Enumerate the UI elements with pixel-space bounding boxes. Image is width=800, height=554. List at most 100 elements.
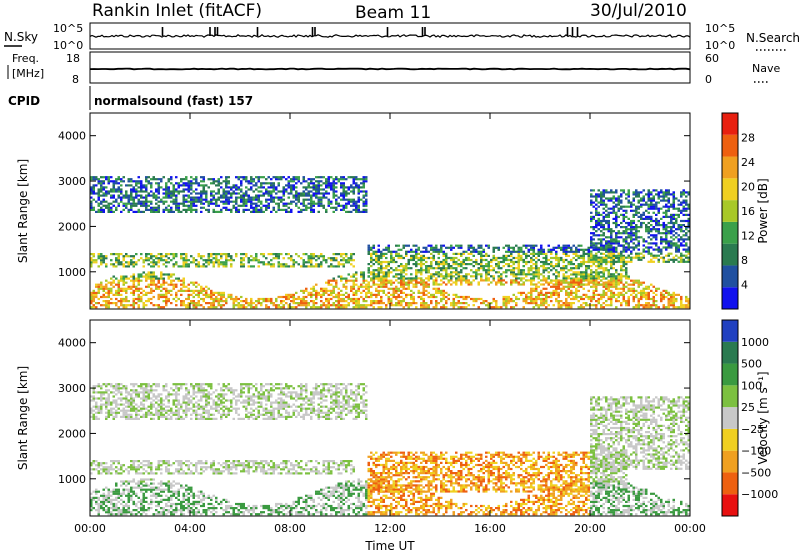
heatmap-cell <box>605 277 608 280</box>
heatmap-cell <box>572 250 575 253</box>
heatmap-cell <box>117 300 120 303</box>
heatmap-cell <box>335 176 338 179</box>
heatmap-cell <box>322 188 325 191</box>
heatmap-cell <box>270 190 273 193</box>
heatmap-cell <box>372 246 375 249</box>
heatmap-cell <box>257 204 260 207</box>
heatmap-cell <box>415 283 418 286</box>
heatmap-cell <box>510 279 513 282</box>
heatmap-cell <box>222 192 225 195</box>
heatmap-cell <box>315 263 318 266</box>
heatmap-cell <box>105 285 108 288</box>
heatmap-cell <box>402 283 405 286</box>
heatmap-cell <box>387 302 390 305</box>
heatmap-cell <box>357 289 360 292</box>
heatmap-cell <box>310 263 313 266</box>
heatmap-cell <box>325 291 328 294</box>
heatmap-cell <box>452 258 455 262</box>
heatmap-cell <box>190 261 193 264</box>
heatmap-cell <box>317 192 320 195</box>
heatmap-cell <box>232 190 235 193</box>
heatmap-cell <box>232 192 235 195</box>
heatmap-cell <box>160 273 163 276</box>
heatmap-cell <box>150 271 153 274</box>
heatmap-cell <box>212 291 215 294</box>
heatmap-cell <box>162 279 165 282</box>
heatmap-cell <box>362 178 365 181</box>
heatmap-cell <box>210 295 213 299</box>
heatmap-cell <box>105 186 108 189</box>
heatmap-cell <box>635 211 638 214</box>
heatmap-cell <box>625 291 628 294</box>
heatmap-cell <box>312 300 315 303</box>
heatmap-cell <box>525 260 528 264</box>
heatmap-cell <box>255 259 258 262</box>
heatmap-cell <box>327 200 330 203</box>
heatmap-cell <box>90 297 93 301</box>
heatmap-cell <box>630 283 633 286</box>
heatmap-cell <box>290 265 293 268</box>
heatmap-cell <box>187 302 190 305</box>
heatmap-cell <box>185 253 188 256</box>
heatmap-cell <box>250 198 253 201</box>
heatmap-cell <box>215 202 218 205</box>
heatmap-cell <box>210 192 213 195</box>
heatmap-cell <box>450 302 453 305</box>
heatmap-cell <box>220 263 223 266</box>
heatmap-cell <box>137 200 140 203</box>
heatmap-cell <box>300 208 303 211</box>
heatmap-cell <box>595 207 598 210</box>
heatmap-cell <box>497 248 500 251</box>
heatmap-cell <box>120 184 123 187</box>
heatmap-cell <box>545 306 548 309</box>
heatmap-cell <box>375 300 378 303</box>
heatmap-cell <box>647 193 650 196</box>
heatmap-cell <box>210 306 213 309</box>
heatmap-cell <box>535 271 538 274</box>
heatmap-cell <box>647 230 650 233</box>
heatmap-cell <box>362 304 365 307</box>
heatmap-cell <box>132 293 135 296</box>
heatmap-cell <box>517 256 520 260</box>
heatmap-cell <box>380 295 383 299</box>
heatmap-cell <box>92 300 95 303</box>
heatmap-cell <box>657 306 660 309</box>
heatmap-cell <box>400 279 403 282</box>
heatmap-cell <box>142 210 145 213</box>
heatmap-cell <box>262 255 265 258</box>
heatmap-cell <box>570 291 573 294</box>
heatmap-cell <box>112 186 115 189</box>
heatmap-cell <box>205 293 208 296</box>
heatmap-cell <box>415 306 418 309</box>
heatmap-cell <box>585 252 588 255</box>
heatmap-cell <box>307 259 310 262</box>
heatmap-cell <box>425 256 428 260</box>
heatmap-cell <box>575 248 578 251</box>
heatmap-cell <box>342 176 345 179</box>
heatmap-cell <box>350 204 353 207</box>
heatmap-cell <box>202 206 205 209</box>
heatmap-cell <box>362 182 365 185</box>
heatmap-cell <box>100 283 103 286</box>
heatmap-cell <box>115 302 118 305</box>
heatmap-cell <box>352 188 355 191</box>
heatmap-cell <box>417 271 420 274</box>
heatmap-cell <box>120 287 123 290</box>
heatmap-cell <box>447 256 450 260</box>
heatmap-cell <box>515 256 518 260</box>
heatmap-cell <box>235 184 238 187</box>
heatmap-cell <box>635 293 638 296</box>
heatmap-cell <box>235 297 238 301</box>
heatmap-cell <box>632 199 635 202</box>
heatmap-cell <box>382 279 385 282</box>
heatmap-cell <box>192 208 195 211</box>
heatmap-cell <box>142 306 145 309</box>
heatmap-cell <box>162 287 165 290</box>
heatmap-cell <box>272 208 275 211</box>
heatmap-cell <box>445 271 448 274</box>
heatmap-cell <box>667 230 670 233</box>
heatmap-cell <box>220 291 223 294</box>
heatmap-cell <box>590 256 593 259</box>
heatmap-cell <box>585 271 588 274</box>
heatmap-cell <box>120 279 123 282</box>
